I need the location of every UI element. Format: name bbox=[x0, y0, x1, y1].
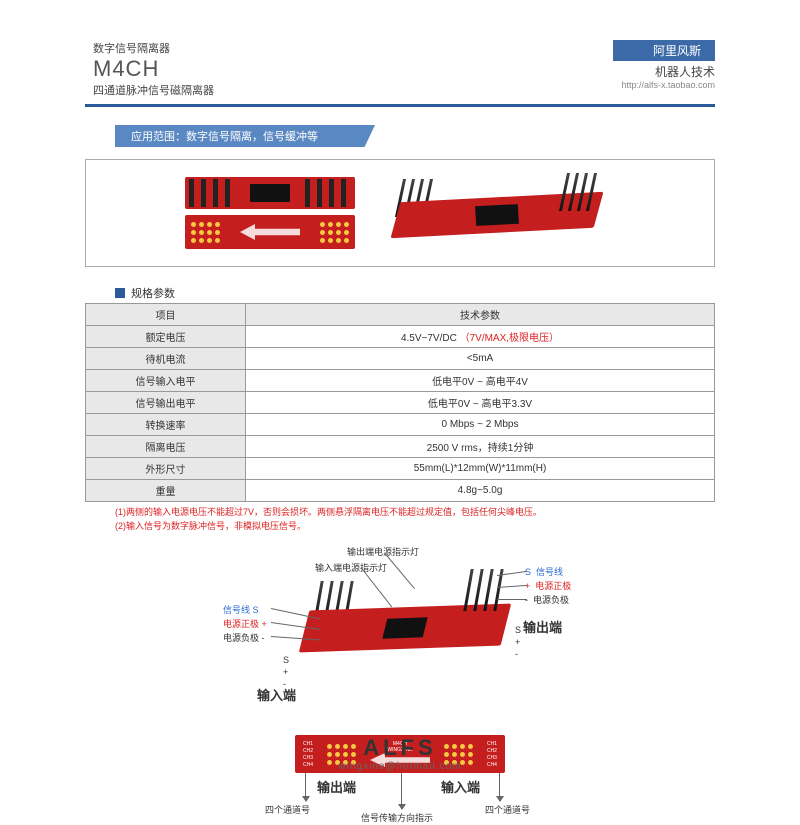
lbl-out-led: 输出端电源指示灯 bbox=[347, 545, 419, 558]
pins-right bbox=[563, 169, 609, 211]
footer-email: wingxine@hotmail.com bbox=[0, 761, 800, 772]
header-right: 阿里风斯 机器人技术 http://alfs-x.taobao.com bbox=[613, 40, 715, 90]
footer-logo: ALFS bbox=[0, 735, 800, 761]
d1-pins-right bbox=[467, 569, 500, 611]
lbl-plus-in: + bbox=[283, 667, 288, 677]
table-row: 信号输入电平低电平0V ~ 高电平4V bbox=[86, 370, 715, 392]
d2-lbl-output: 输出端 bbox=[317, 777, 356, 796]
header-left: 数字信号隔离器 M4CH 四通道脉冲信号磁隔离器 bbox=[85, 40, 214, 98]
lbl-in-led: 输入端电源指示灯 bbox=[315, 561, 387, 574]
lbl-neg-out: - 电源负极 bbox=[525, 593, 569, 606]
pads-right bbox=[320, 222, 349, 243]
spec-section-title: 规格参数 bbox=[115, 285, 715, 301]
product-images-box bbox=[85, 159, 715, 267]
leader-line bbox=[401, 773, 402, 809]
leader-line bbox=[499, 773, 500, 801]
lbl-pos-out: + 电源正极 bbox=[525, 579, 571, 592]
product-model: M4CH bbox=[93, 56, 214, 82]
spec-h1: 项目 bbox=[86, 304, 246, 326]
lbl-plus-out: + bbox=[515, 637, 520, 647]
table-row: 额定电压4.5V~7V/DC （7V/MAX,极限电压） bbox=[86, 326, 715, 348]
d2-lbl-input: 输入端 bbox=[441, 777, 480, 796]
lbl-s-in: S bbox=[283, 655, 289, 665]
page-header: 数字信号隔离器 M4CH 四通道脉冲信号磁隔离器 阿里风斯 机器人技术 http… bbox=[85, 40, 715, 107]
direction-arrow-icon bbox=[240, 224, 300, 240]
table-row: 隔离电压2500 V rms，持续1分钟 bbox=[86, 436, 715, 458]
note-2: (2)输入信号为数字脉冲信号，非模拟电压信号。 bbox=[115, 520, 715, 534]
application-banner: 应用范围：数字信号隔离，信号缓冲等 bbox=[115, 125, 375, 147]
spec-title-text: 规格参数 bbox=[131, 285, 175, 301]
table-row: 外形尺寸55mm(L)*12mm(W)*11mm(H) bbox=[86, 458, 715, 480]
page-footer: ALFS wingxine@hotmail.com bbox=[0, 735, 800, 772]
brand-subtitle: 机器人技术 bbox=[613, 63, 715, 80]
note-1: (1)两侧的输入电源电压不能超过7V，否则会损坏。两侧悬浮隔离电压不能超过规定值… bbox=[115, 506, 715, 520]
chip-icon bbox=[382, 617, 427, 638]
table-row: 信号输出电平低电平0V ~ 高电平3.3V bbox=[86, 392, 715, 414]
leader-line bbox=[385, 553, 415, 589]
brand-name: 阿里风斯 bbox=[613, 40, 715, 61]
d2-lbl-dir: 信号传输方向指示 bbox=[361, 811, 433, 824]
pcb-3d-view bbox=[385, 173, 615, 253]
lbl-sig-in: 信号线 S bbox=[223, 603, 259, 616]
pads-left bbox=[191, 222, 220, 243]
chip-icon bbox=[475, 204, 519, 226]
lbl-s-out: S bbox=[515, 625, 521, 635]
chip-icon bbox=[250, 184, 290, 202]
lbl-minus-out: - bbox=[515, 649, 518, 659]
product-category: 数字信号隔离器 bbox=[93, 40, 214, 56]
table-row: 重量4.8g~5.0g bbox=[86, 480, 715, 502]
table-row: 待机电流<5mA bbox=[86, 348, 715, 370]
leader-line bbox=[497, 585, 527, 588]
spec-notes: (1)两侧的输入电源电压不能超过7V，否则会损坏。两侧悬浮隔离电压不能超过规定值… bbox=[115, 506, 715, 533]
product-subtitle: 四通道脉冲信号磁隔离器 bbox=[93, 82, 214, 98]
spec-h2: 技术参数 bbox=[246, 304, 715, 326]
spec-table: 项目 技术参数 额定电压4.5V~7V/DC （7V/MAX,极限电压） 待机电… bbox=[85, 303, 715, 502]
pcb-flat-views bbox=[185, 177, 355, 249]
lbl-sig-out: S 信号线 bbox=[525, 565, 563, 578]
leader-line bbox=[305, 773, 306, 801]
d2-lbl-ch-right: 四个通道号 bbox=[485, 803, 530, 816]
lbl-output-bold: 输出端 bbox=[523, 617, 562, 636]
pinout-diagram: 输出端电源指示灯 输入端电源指示灯 信号线 S 电源正极 + 电源负极 - S … bbox=[85, 545, 715, 715]
lbl-pos-in: 电源正极 + bbox=[223, 617, 267, 630]
lbl-neg-in: 电源负极 - bbox=[223, 631, 265, 644]
pcb-top-view bbox=[185, 177, 355, 209]
lbl-input-bold: 输入端 bbox=[257, 685, 296, 704]
pcb-bottom-view bbox=[185, 215, 355, 249]
spec-header-row: 项目 技术参数 bbox=[86, 304, 715, 326]
brand-url: http://alfs-x.taobao.com bbox=[613, 80, 715, 90]
leader-line bbox=[497, 599, 527, 600]
table-row: 转换速率0 Mbps ~ 2 Mbps bbox=[86, 414, 715, 436]
